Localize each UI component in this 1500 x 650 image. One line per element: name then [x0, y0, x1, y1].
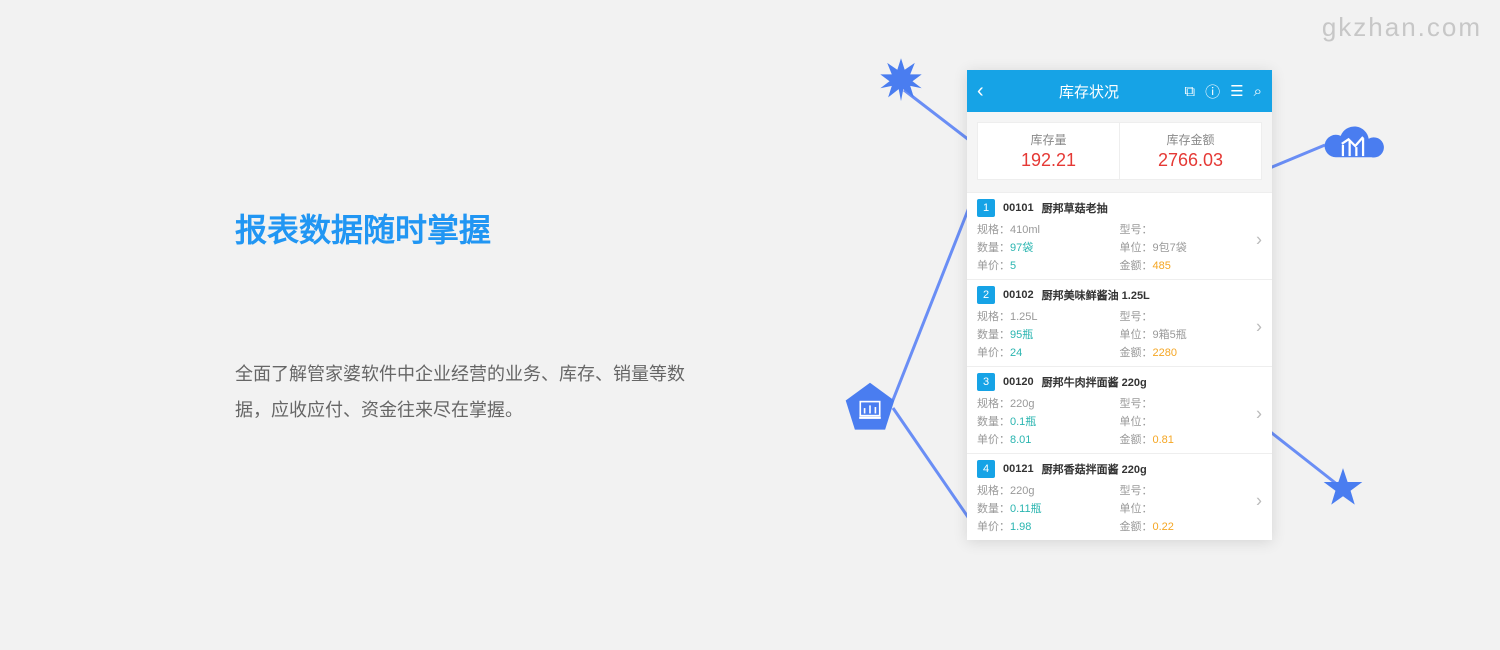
cloud-icon	[1318, 118, 1388, 174]
item-amount: 金额：0.81	[1120, 431, 1263, 447]
item-amount: 金额：0.22	[1120, 518, 1263, 534]
chevron-right-icon: ›	[1256, 317, 1262, 338]
item-amount: 金额：2280	[1120, 344, 1263, 360]
item-name: 厨邦牛肉拌面酱 220g	[1042, 374, 1147, 390]
summary-amount-label: 库存金额	[1120, 131, 1261, 148]
chevron-right-icon: ›	[1256, 404, 1262, 425]
list-item[interactable]: 3 00120 厨邦牛肉拌面酱 220g 规格：220g型号：数量：0.1瓶单位：单价…	[967, 366, 1272, 453]
item-model: 型号：	[1120, 482, 1263, 498]
item-code: 00121	[1003, 463, 1034, 475]
item-unit: 单位：9箱5瓶	[1120, 326, 1263, 342]
item-price: 单价：1.98	[977, 518, 1120, 534]
headline: 报表数据随时掌握	[235, 205, 695, 251]
chevron-right-icon: ›	[1256, 230, 1262, 251]
item-price: 单价：24	[977, 344, 1120, 360]
item-code: 00120	[1003, 376, 1034, 388]
item-spec: 规格：410ml	[977, 221, 1120, 237]
scan-icon[interactable]: ⧉	[1184, 83, 1195, 100]
back-icon[interactable]: ‹	[977, 80, 984, 103]
summary-qty[interactable]: 库存量 192.21	[977, 122, 1120, 180]
header-icons: ⧉ ⓘ ☰ ⌕	[1184, 81, 1262, 102]
summary-row: 库存量 192.21 库存金额 2766.03	[967, 112, 1272, 192]
item-unit: 单位：9包7袋	[1120, 239, 1263, 255]
phone-header: ‹ 库存状况 ⧉ ⓘ ☰ ⌕	[967, 70, 1272, 112]
list-icon[interactable]: ☰	[1230, 82, 1243, 100]
summary-amount-value: 2766.03	[1120, 150, 1261, 171]
phone-mock: ‹ 库存状况 ⧉ ⓘ ☰ ⌕ 库存量 192.21 库存金额 2766.03 1…	[967, 70, 1272, 540]
item-qty: 数量：95瓶	[977, 326, 1120, 342]
search-icon[interactable]: ⌕	[1254, 83, 1262, 100]
summary-qty-value: 192.21	[978, 150, 1119, 171]
item-list: 100101厨邦草菇老抽规格：410ml型号：数量：97袋单位：9包7袋单价：5…	[967, 192, 1272, 540]
list-item[interactable]: 1 00101 厨邦草菇老抽规格：410ml型号：数量：97袋单位：9包7袋单价：5…	[967, 192, 1272, 279]
item-qty: 数量：0.1瓶	[977, 413, 1120, 429]
item-name: 厨邦美味鲜酱油 1.25L	[1042, 287, 1150, 303]
info-icon[interactable]: ⓘ	[1205, 81, 1220, 102]
pentagon-icon	[843, 380, 897, 434]
connector-pentagon-1	[888, 200, 978, 410]
list-item[interactable]: 4 00121 厨邦香菇拌面酱 220g 规格：220g型号：数量：0.11瓶单位：单…	[967, 453, 1272, 540]
item-spec: 规格：220g	[977, 395, 1120, 411]
summary-qty-label: 库存量	[978, 131, 1119, 148]
item-model: 型号：	[1120, 221, 1263, 237]
item-price: 单价：8.01	[977, 431, 1120, 447]
list-item[interactable]: 2 00102 厨邦美味鲜酱油 1.25L 规格：1.25L型号：数量：95瓶单位：9…	[967, 279, 1272, 366]
item-model: 型号：	[1120, 395, 1263, 411]
summary-amount[interactable]: 库存金额 2766.03	[1120, 122, 1262, 180]
item-code: 00101	[1003, 202, 1034, 214]
item-unit: 单位：	[1120, 413, 1263, 429]
item-unit: 单位：	[1120, 500, 1263, 516]
star-icon	[1322, 466, 1364, 508]
item-number: 4	[977, 460, 995, 478]
item-price: 单价：5	[977, 257, 1120, 273]
item-spec: 规格：220g	[977, 482, 1120, 498]
item-model: 型号：	[1120, 308, 1263, 324]
watermark: gkzhan.com	[1322, 12, 1482, 43]
item-qty: 数量：0.11瓶	[977, 500, 1120, 516]
item-amount: 金额：485	[1120, 257, 1263, 273]
item-number: 3	[977, 373, 995, 391]
item-qty: 数量：97袋	[977, 239, 1120, 255]
item-name: 厨邦香菇拌面酱 220g	[1042, 461, 1147, 477]
left-panel: 报表数据随时掌握 全面了解管家婆软件中企业经营的业务、库存、销量等数据，应收应付…	[235, 205, 695, 428]
item-number: 1	[977, 199, 995, 217]
burst-icon	[878, 56, 924, 102]
connector-pentagon-2	[888, 400, 978, 530]
item-code: 00102	[1003, 289, 1034, 301]
header-title: 库存状况	[994, 81, 1185, 102]
chevron-right-icon: ›	[1256, 491, 1262, 512]
item-name: 厨邦草菇老抽	[1042, 200, 1108, 216]
body-text: 全面了解管家婆软件中企业经营的业务、库存、销量等数据，应收应付、资金往来尽在掌握…	[235, 356, 695, 428]
item-spec: 规格：1.25L	[977, 308, 1120, 324]
item-number: 2	[977, 286, 995, 304]
